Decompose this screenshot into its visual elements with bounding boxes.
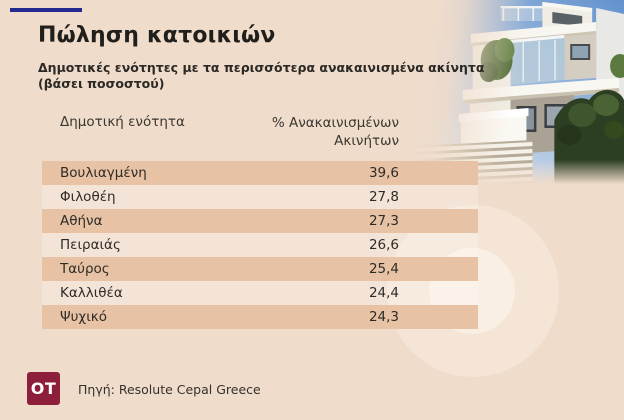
table-row: Φιλοθέη 27,8: [42, 185, 478, 209]
header-percentage-label: % Ανακαινισμένων Ακινήτων: [272, 114, 399, 161]
municipality-name: Φιλοθέη: [60, 189, 116, 205]
source-text: Πηγή: Resolute Cepal Greece: [78, 382, 261, 397]
municipality-name: Πειραιάς: [60, 237, 121, 253]
renovated-percentage: 26,6: [368, 237, 399, 253]
accent-line: [10, 8, 82, 12]
photo-fade-overlay: [415, 0, 624, 188]
renovated-percentage: 27,3: [368, 213, 399, 229]
table-row: Αθήνα 27,3: [42, 209, 478, 233]
municipality-name: Καλλιθέα: [60, 285, 123, 301]
subtitle-line-2: (βάσει ποσοστού): [38, 76, 165, 91]
subtitle-line-1: Δημοτικές ενότητες με τα περισσότερα ανα…: [38, 60, 485, 75]
renovated-percentage: 39,6: [368, 165, 399, 181]
renovated-percentage: 24,3: [368, 309, 399, 325]
table-row: Ταύρος 25,4: [42, 257, 478, 281]
page-subtitle: Δημοτικές ενότητες με τα περισσότερα ανα…: [38, 60, 484, 92]
table-row: Βουλιαγμένη 39,6: [42, 161, 478, 185]
renovated-percentage: 25,4: [368, 261, 399, 277]
header-municipality-label: Δημοτική ενότητα: [60, 114, 185, 130]
ot-logo: OT: [27, 372, 60, 405]
municipality-name: Βουλιαγμένη: [60, 165, 147, 181]
renovated-percentage: 27,8: [368, 189, 399, 205]
municipality-name: Αθήνα: [60, 213, 103, 229]
municipality-name: Ψυχικό: [60, 309, 108, 325]
renovated-percentage: 24,4: [368, 285, 399, 301]
municipalities-table: Δημοτική ενότητα % Ανακαινισμένων Ακινήτ…: [42, 110, 478, 329]
table-header: Δημοτική ενότητα % Ανακαινισμένων Ακινήτ…: [42, 110, 478, 161]
decorative-circle-outer: [387, 205, 559, 377]
page-title: Πώληση κατοικιών: [38, 23, 276, 48]
table-row: Ψυχικό 24,3: [42, 305, 478, 329]
building-photo: [415, 0, 624, 188]
table-row: Καλλιθέα 24,4: [42, 281, 478, 305]
table-row: Πειραιάς 26,6: [42, 233, 478, 257]
ot-logo-text: OT: [30, 379, 57, 398]
municipality-name: Ταύρος: [60, 261, 110, 277]
header-percentage-line-1: % Ανακαινισμένων: [271, 115, 399, 131]
header-percentage-line-2: Ακινήτων: [334, 133, 399, 149]
